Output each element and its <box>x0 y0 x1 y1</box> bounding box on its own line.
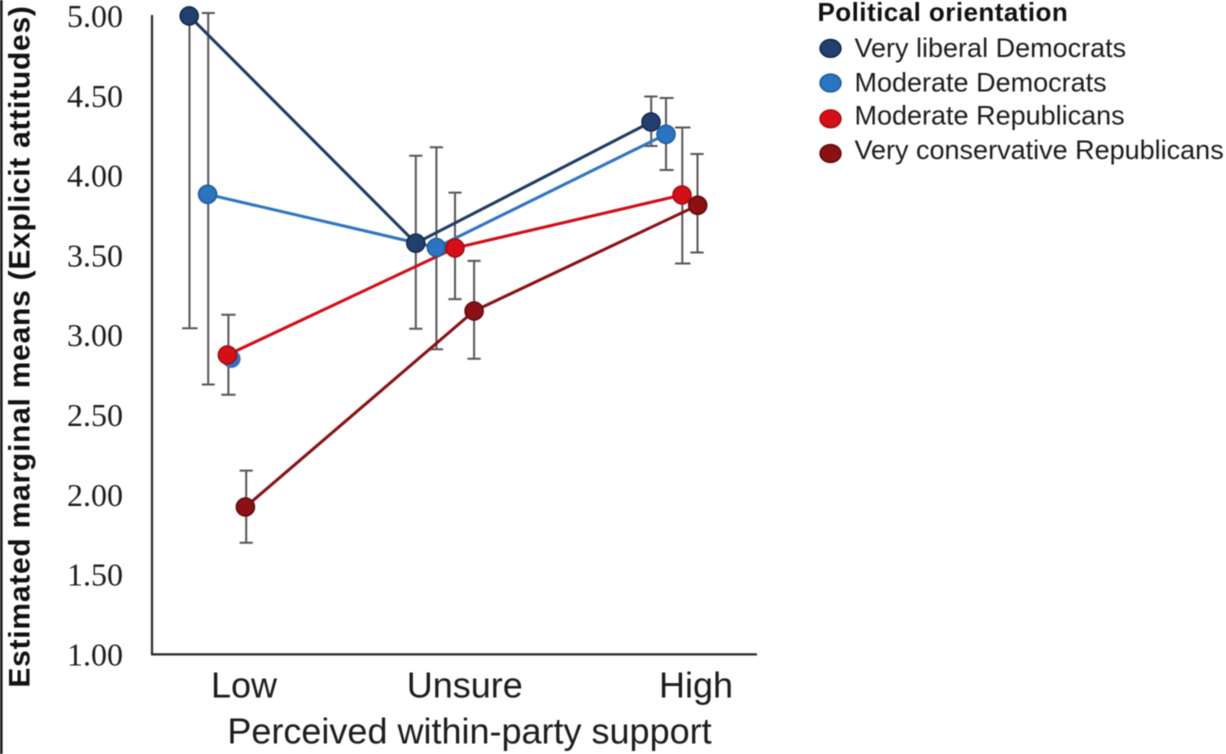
svg-text:3.50: 3.50 <box>67 237 123 273</box>
svg-text:Political orientation: Political orientation <box>818 0 1069 27</box>
svg-text:Very conservative Republicans: Very conservative Republicans <box>855 135 1224 165</box>
svg-text:1.50: 1.50 <box>67 557 123 593</box>
svg-text:3.00: 3.00 <box>67 317 123 353</box>
svg-text:Moderate Republicans: Moderate Republicans <box>855 101 1125 131</box>
svg-text:High: High <box>659 665 733 706</box>
svg-text:5.00: 5.00 <box>67 0 123 34</box>
svg-text:Moderate Democrats: Moderate Democrats <box>855 67 1107 97</box>
svg-text:Estimated marginal means (Expl: Estimated marginal means (Explicit attit… <box>4 5 37 687</box>
svg-text:4.00: 4.00 <box>67 158 123 194</box>
svg-text:Very liberal Democrats: Very liberal Democrats <box>855 33 1127 63</box>
svg-text:4.50: 4.50 <box>67 78 123 114</box>
svg-text:Unsure: Unsure <box>407 665 523 706</box>
svg-text:Low: Low <box>211 665 278 706</box>
svg-text:2.00: 2.00 <box>67 477 123 513</box>
svg-text:Perceived within-party support: Perceived within-party support <box>227 710 711 751</box>
svg-text:2.50: 2.50 <box>67 397 123 433</box>
svg-text:1.00: 1.00 <box>67 636 123 672</box>
